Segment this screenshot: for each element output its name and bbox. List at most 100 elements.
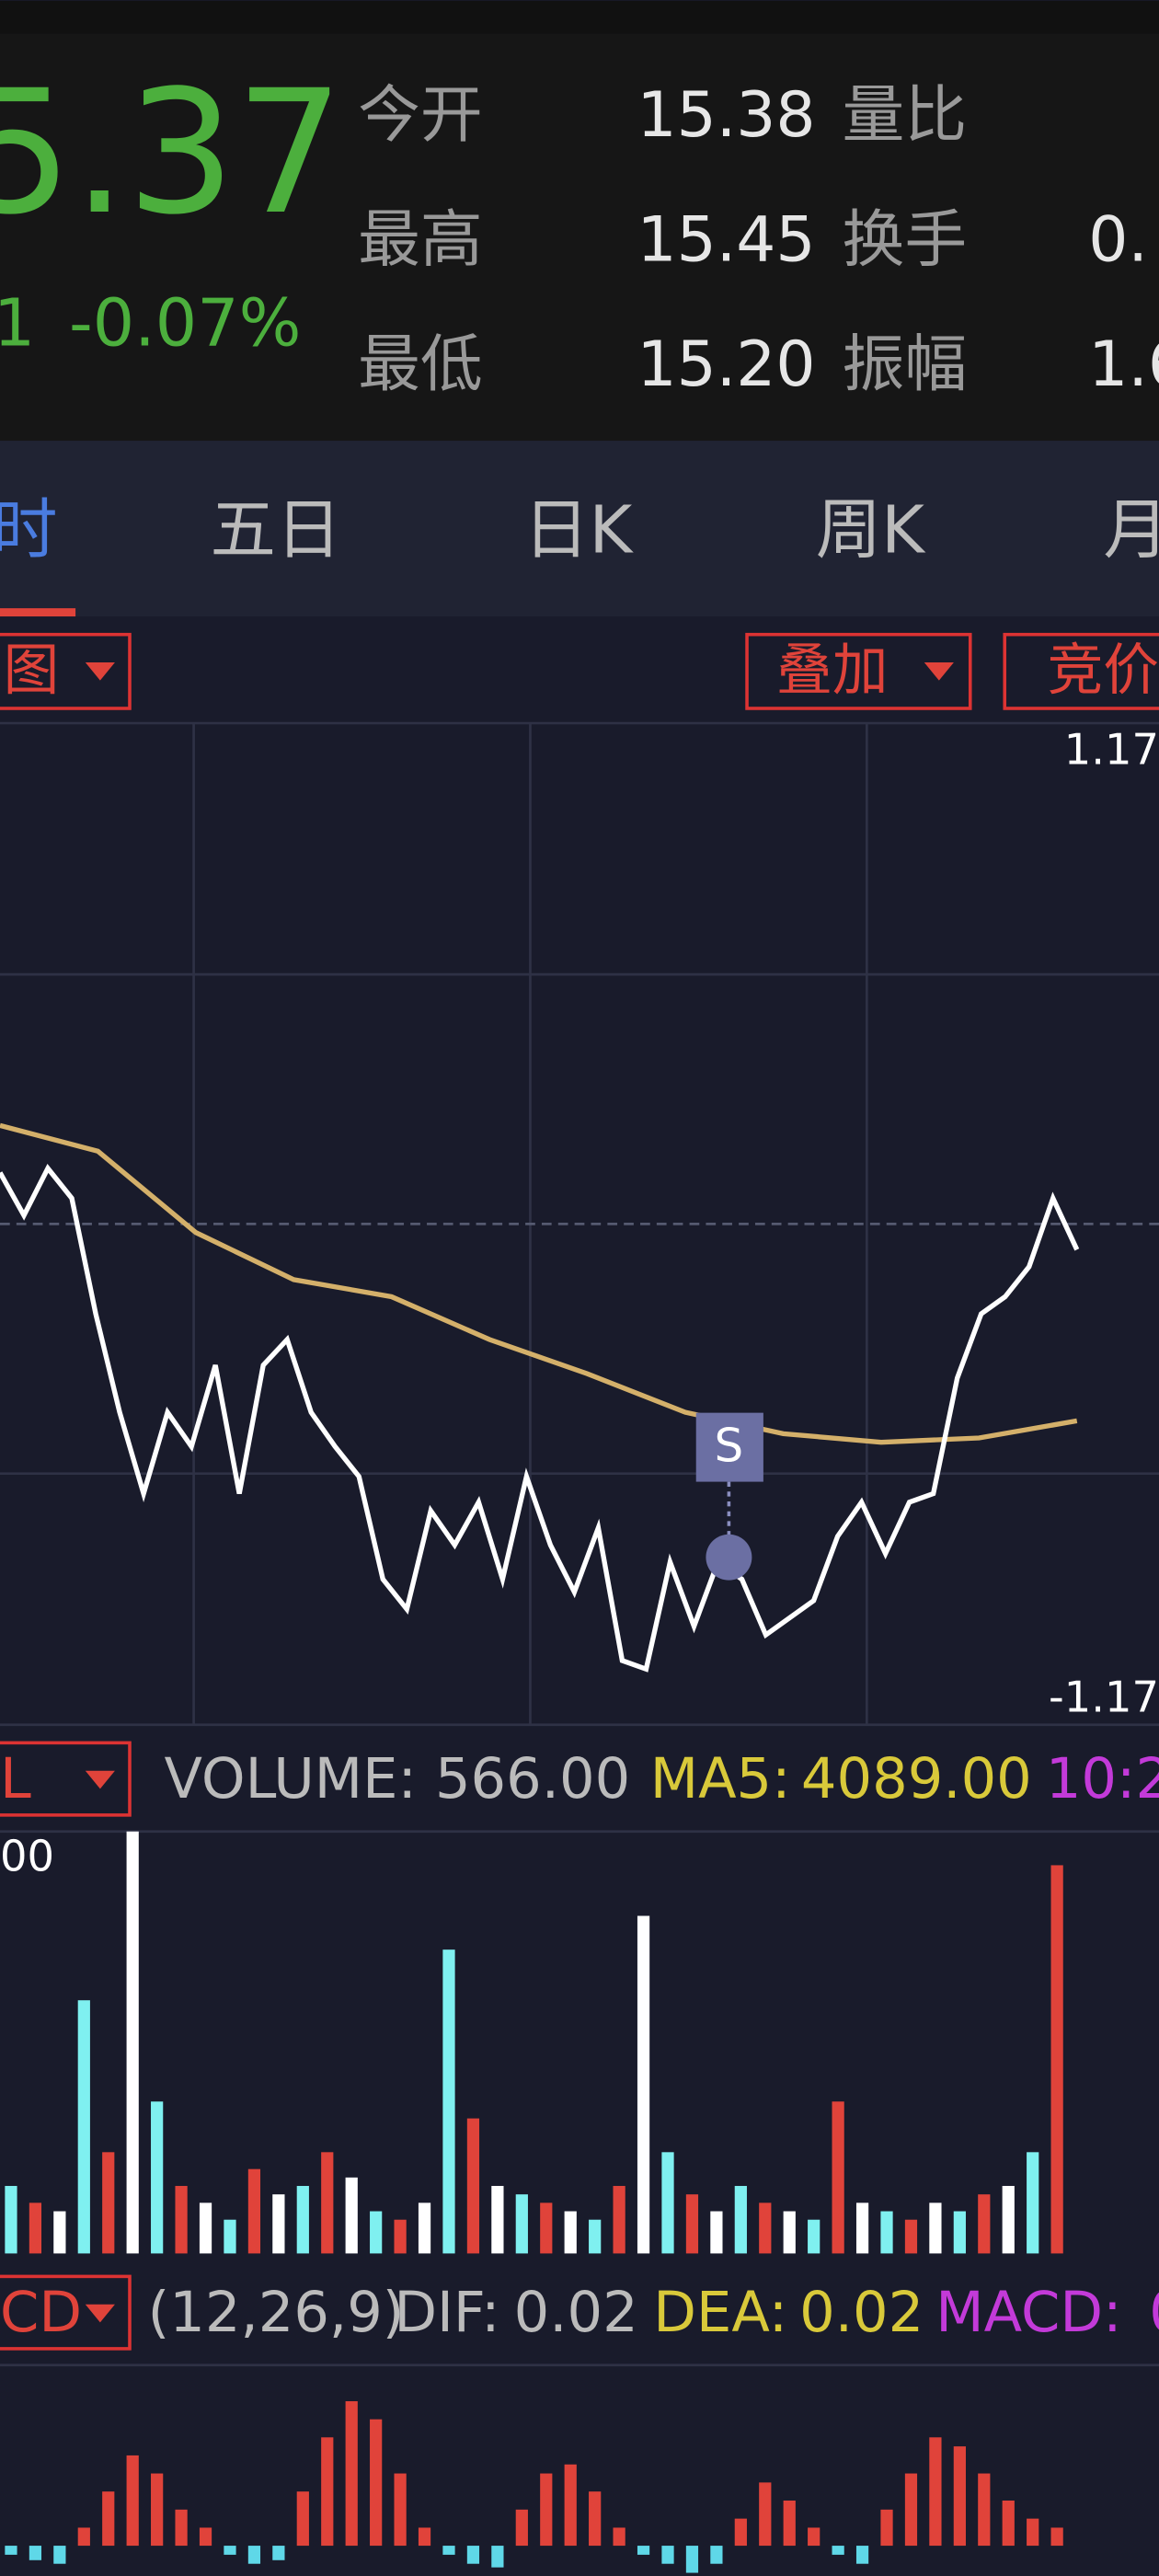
overlay-button[interactable] xyxy=(745,632,972,710)
volume-bar xyxy=(102,2152,115,2254)
dif-value: 0.02 xyxy=(514,2281,638,2345)
macd-bar xyxy=(394,2473,407,2547)
volume-bar xyxy=(29,2202,42,2254)
macd-bar xyxy=(29,2546,42,2560)
volume-bar xyxy=(151,2101,164,2254)
dropdown-arrow xyxy=(85,662,115,681)
dropdown-arrow xyxy=(85,2304,115,2323)
macd-bar xyxy=(102,2491,115,2547)
volume-bar xyxy=(613,2186,625,2254)
volume-bar xyxy=(491,2186,504,2254)
volume-bar xyxy=(564,2211,577,2254)
volume-bar xyxy=(540,2202,553,2254)
indicator-menu[interactable] xyxy=(0,1741,132,1817)
price-line xyxy=(0,1163,1080,1673)
signal-marker xyxy=(695,1412,763,1482)
y-tick-label: 1.17 xyxy=(1064,725,1159,775)
volume-bar xyxy=(710,2211,723,2254)
dropdown-arrow xyxy=(85,1770,115,1789)
volume-bar xyxy=(661,2152,674,2254)
stat-label: 换手 xyxy=(843,202,968,275)
menu-label: L xyxy=(0,1747,31,1811)
macd-bar xyxy=(564,2464,577,2547)
volume-bar xyxy=(466,2118,480,2254)
volume-bar xyxy=(759,2202,772,2254)
volume-bar xyxy=(953,2211,966,2254)
macd-bar xyxy=(759,2482,772,2547)
stat-label: 振幅 xyxy=(843,328,968,400)
macd-bar xyxy=(783,2501,796,2547)
macd-value: 0 xyxy=(1149,2281,1159,2345)
macd-bar xyxy=(855,2546,869,2564)
macd-bar xyxy=(345,2401,358,2547)
volume-bar xyxy=(685,2194,699,2254)
macd-bar xyxy=(77,2527,90,2547)
menu-label: CD xyxy=(0,2281,82,2345)
quote-header xyxy=(0,33,1159,442)
volume-bar xyxy=(224,2219,236,2254)
macd-bar xyxy=(175,2509,188,2547)
volume-max-label: 00 xyxy=(0,1832,54,1881)
volume-bar xyxy=(734,2186,747,2254)
macd-bar xyxy=(589,2491,602,2547)
macd-bar xyxy=(880,2509,893,2547)
stat-value: 15.45 xyxy=(637,202,815,275)
volume-bar xyxy=(5,2186,17,2254)
macd-bar xyxy=(224,2546,236,2555)
volume-bar xyxy=(126,1831,139,2254)
volume-bar xyxy=(515,2194,528,2254)
volume-bar xyxy=(808,2219,820,2254)
volume-bar xyxy=(175,2186,188,2254)
auction-button[interactable] xyxy=(1003,632,1159,710)
volume-bar xyxy=(77,2000,90,2254)
y-tick-label: -1.17 xyxy=(1049,1672,1159,1721)
macd-bar xyxy=(1027,2518,1039,2547)
ma5-label: MA5: xyxy=(650,1747,791,1811)
volume-bar xyxy=(904,2219,918,2254)
macd-bar xyxy=(53,2546,66,2564)
change-pct: -0.07% xyxy=(69,284,302,361)
volume-label: VOLUME: xyxy=(164,1747,416,1811)
button-label: 叠加 xyxy=(776,638,888,703)
macd-bar xyxy=(832,2546,844,2555)
macd-bar xyxy=(418,2527,431,2547)
volume-bar xyxy=(832,2101,844,2254)
change: 1 xyxy=(0,284,35,361)
indicator-menu[interactable] xyxy=(0,2274,132,2351)
macd-bar xyxy=(466,2546,480,2564)
macd-bar xyxy=(5,2546,17,2555)
volume-bar xyxy=(272,2194,285,2254)
stat-label: 最高 xyxy=(358,202,483,275)
stat-value: 0. xyxy=(1088,202,1148,275)
tab[interactable]: 时 xyxy=(0,491,57,568)
price: 5.37 xyxy=(0,53,344,252)
volume-bar xyxy=(345,2177,358,2254)
volume-bar xyxy=(637,1915,650,2254)
macd-bar xyxy=(296,2491,309,2547)
volume-bar xyxy=(199,2202,212,2254)
tab[interactable]: 五日 xyxy=(210,491,341,568)
volume-value: 566.00 xyxy=(435,1747,630,1811)
macd-bar xyxy=(904,2473,918,2547)
macd-bar xyxy=(151,2473,164,2547)
tab[interactable]: 月 xyxy=(1103,491,1159,568)
volume-bar xyxy=(978,2194,991,2254)
macd-bar xyxy=(540,2473,553,2547)
macd-bar xyxy=(808,2527,820,2547)
macd-bar xyxy=(710,2546,723,2564)
macd-bar xyxy=(126,2455,139,2547)
macd-bar xyxy=(515,2509,528,2547)
volume-bar xyxy=(370,2211,383,2254)
volume-bar xyxy=(53,2211,66,2254)
volume-bar xyxy=(1050,1865,1063,2254)
macd-label: MACD: xyxy=(935,2281,1121,2345)
macd-bar xyxy=(199,2527,212,2547)
volume-bar xyxy=(880,2211,893,2254)
macd-bar xyxy=(272,2546,285,2560)
chart-type-button[interactable] xyxy=(0,632,132,710)
volume-bar xyxy=(589,2219,602,2254)
tab[interactable]: 周K xyxy=(816,491,926,568)
macd-bar xyxy=(661,2546,674,2564)
tab[interactable]: 日K xyxy=(523,491,634,568)
